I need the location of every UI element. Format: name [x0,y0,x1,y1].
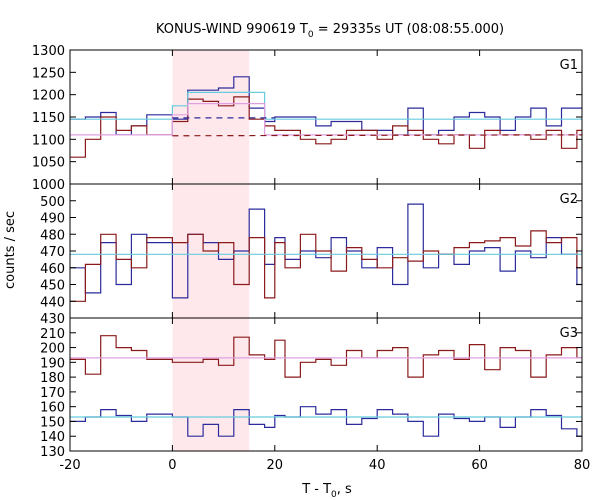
panel-g3-ytick-label: 140 [40,430,65,445]
panel-g3-ytick-label: 170 [40,386,65,401]
panel-g2-ytick-label: 470 [40,245,65,260]
panel-g1-ytick-label: 1150 [32,111,65,126]
panel-g3-ytick-label: 160 [40,401,65,416]
panel-g1-series-blue-0 [70,76,582,136]
xlabel-main: T - T [301,482,331,497]
panel-g2-ytick-label: 500 [40,195,65,210]
xlabel-rest: , s [337,482,352,497]
x-tick-label: 0 [168,458,176,473]
title-main: KONUS-WIND 990619 T [156,22,308,37]
panel-g2-ytick-label: 440 [40,295,65,310]
plot-area: 1000105011001150120012501300G14304404504… [32,44,590,473]
panel-g1-ytick-label: 1100 [32,133,65,148]
title-rest: = 29335s UT (08:08:55.000) [314,22,504,37]
panel-g2-ytick-label: 460 [40,262,65,277]
x-axis-label: T - T0, s [301,482,352,500]
panel-g3-series-red-1 [70,335,582,378]
x-tick-label: 80 [574,458,591,473]
panel-g3-ytick-label: 200 [40,342,65,357]
panel-g2-series-blue-0 [70,203,582,299]
panel-g3-series-blue-0 [70,406,582,437]
chart-title: KONUS-WIND 990619 T0 = 29335s UT (08:08:… [156,22,504,40]
x-tick-label: 40 [369,458,386,473]
panel-g1-fit-red-1 [172,134,583,137]
panel-g2-ytick-label: 430 [40,312,65,327]
panel-g2-ytick-label: 490 [40,212,65,227]
panel-label-g1: G1 [560,58,578,73]
x-tick-label: 60 [471,458,488,473]
panel-g3-ytick-label: 150 [40,415,65,430]
panel-label-g3: G3 [560,326,578,341]
panel-g3-ytick-label: 190 [40,356,65,371]
panel-g1-series-red-1 [70,96,582,158]
panel-label-g2: G2 [560,192,578,207]
panel-g2-ytick-label: 480 [40,228,65,243]
panel-g3-ytick-label: 130 [40,445,65,460]
y-axis-label: counts / sec [3,211,18,289]
xlabel-subscript: 0 [331,490,337,500]
panel-g3-ytick-label: 210 [40,327,65,342]
panel-g3-ytick-label: 180 [40,371,65,386]
panel-g2-series-red-1 [70,230,582,302]
panel-g1: 1000 1050 1100 1150 1200 1250 1300 G1 [32,44,583,193]
x-tick-label: -20 [59,458,80,473]
panel-g1-ytick-label: 1000 [32,178,65,193]
panel-g1-ytick-label: 1050 [32,156,65,171]
panel-g2-ytick-label: 450 [40,279,65,294]
title-subscript: 0 [308,30,314,40]
panel-g1-ytick-label: 1300 [32,44,65,59]
panel-g3-frame [69,317,583,452]
x-tick-label: 20 [267,458,284,473]
panel-g1-ytick-label: 1250 [32,66,65,81]
panel-g1-ytick-label: 1200 [32,89,65,104]
